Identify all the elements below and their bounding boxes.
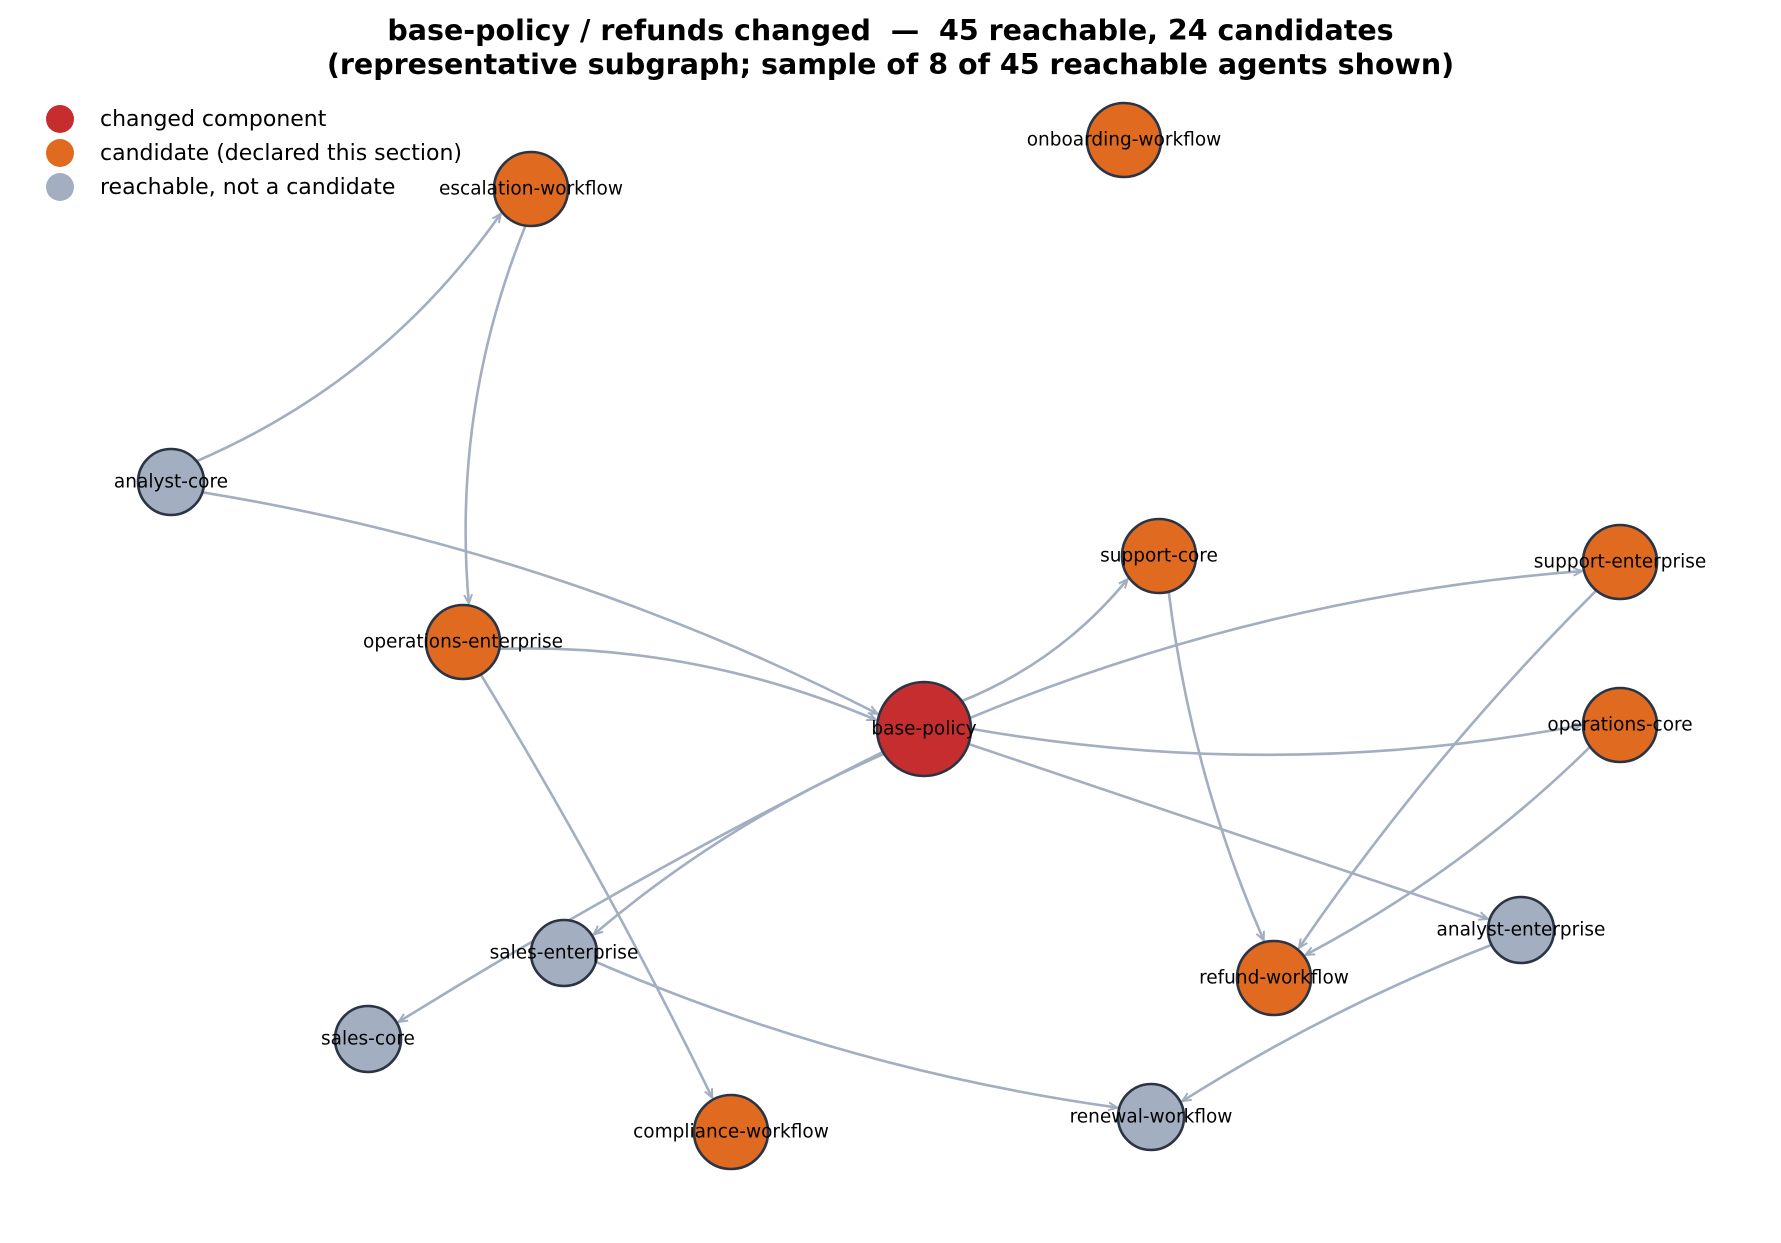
node-label-analyst-core: analyst-core [114, 472, 228, 493]
edge-operations-enterprise-to-compliance-workflow [479, 673, 714, 1097]
node-circle-onboarding-workflow [1085, 101, 1163, 179]
node-circle-operations-core [1581, 686, 1659, 764]
node-layer: base-policy onboarding-workflow escalation… [114, 101, 1707, 1171]
edge-escalation-workflow-to-operations-enterprise [466, 225, 527, 604]
node-operations-enterprise[interactable]: operations-enterprise [363, 603, 563, 681]
node-label-base-policy: base-policy [871, 719, 976, 740]
node-circle-sales-enterprise [529, 918, 599, 988]
node-label-onboarding-workflow: onboarding-workflow [1027, 130, 1222, 151]
node-operations-core[interactable]: operations-core [1547, 686, 1693, 764]
edge-base-policy-to-sales-core [399, 750, 884, 1022]
node-circle-analyst-core [136, 447, 206, 517]
node-base-policy[interactable]: base-policy [871, 680, 977, 778]
node-sales-core[interactable]: sales-core [321, 1004, 415, 1074]
edge-operations-core-to-refund-workflow [1305, 745, 1592, 955]
edge-layer [196, 214, 1598, 1108]
legend-label-changed: changed component [100, 106, 327, 132]
edge-support-enterprise-to-refund-workflow [1299, 589, 1598, 948]
node-circle-base-policy [875, 680, 973, 778]
node-circle-sales-core [333, 1004, 403, 1074]
node-analyst-enterprise[interactable]: analyst-enterprise [1437, 895, 1606, 965]
node-circle-refund-workflow [1235, 939, 1313, 1017]
node-compliance-workflow[interactable]: compliance-workflow [633, 1093, 829, 1171]
edge-base-policy-to-support-core [961, 579, 1128, 703]
node-label-renewal-workflow: renewal-workflow [1070, 1107, 1233, 1128]
node-circle-support-core [1120, 517, 1198, 595]
node-support-core[interactable]: support-core [1100, 517, 1218, 595]
edge-operations-enterprise-to-base-policy [499, 647, 875, 722]
edge-base-policy-to-analyst-enterprise [968, 742, 1488, 919]
node-label-sales-enterprise: sales-enterprise [490, 943, 639, 964]
node-circle-support-enterprise [1581, 523, 1659, 601]
node-escalation-workflow[interactable]: escalation-workflow [439, 150, 623, 228]
legend-item-reachable: reachable, not a candidate [46, 170, 462, 204]
node-label-operations-enterprise: operations-enterprise [363, 632, 563, 653]
node-label-compliance-workflow: compliance-workflow [633, 1122, 829, 1143]
diagram-title: base-policy / refunds changed — 45 reach… [0, 14, 1781, 82]
node-support-enterprise[interactable]: support-enterprise [1534, 523, 1707, 601]
node-label-analyst-enterprise: analyst-enterprise [1437, 920, 1606, 941]
edge-analyst-core-to-escalation-workflow [196, 214, 501, 463]
node-label-support-core: support-core [1100, 546, 1218, 567]
node-sales-enterprise[interactable]: sales-enterprise [490, 918, 639, 988]
node-label-sales-core: sales-core [321, 1029, 415, 1050]
node-renewal-workflow[interactable]: renewal-workflow [1070, 1082, 1233, 1152]
edge-sales-enterprise-to-renewal-workflow [595, 960, 1118, 1108]
node-label-escalation-workflow: escalation-workflow [439, 179, 623, 200]
legend-item-candidate: candidate (declared this section) [46, 136, 462, 170]
node-circle-compliance-workflow [692, 1093, 770, 1171]
node-label-refund-workflow: refund-workflow [1199, 968, 1349, 989]
edge-base-policy-to-support-enterprise [969, 571, 1582, 720]
node-label-operations-core: operations-core [1547, 715, 1692, 736]
legend-marker-changed [46, 105, 74, 133]
edge-analyst-core-to-base-policy [202, 491, 877, 715]
node-circle-operations-enterprise [424, 603, 502, 681]
node-refund-workflow[interactable]: refund-workflow [1199, 939, 1349, 1017]
edge-base-policy-to-operations-core [970, 725, 1581, 757]
legend-label-reachable: reachable, not a candidate [100, 174, 396, 200]
title-line-2: (representative subgraph; sample of 8 of… [326, 48, 1455, 81]
edge-base-policy-to-sales-enterprise [594, 752, 885, 935]
node-label-support-enterprise: support-enterprise [1534, 552, 1707, 573]
edge-support-core-to-refund-workflow [1167, 591, 1265, 941]
node-circle-escalation-workflow [492, 150, 570, 228]
legend-marker-reachable [46, 173, 74, 201]
legend-marker-candidate [46, 139, 74, 167]
node-onboarding-workflow[interactable]: onboarding-workflow [1027, 101, 1222, 179]
node-circle-renewal-workflow [1116, 1082, 1186, 1152]
legend-item-changed: changed component [46, 102, 462, 136]
title-line-1: base-policy / refunds changed — 45 reach… [387, 14, 1394, 47]
edge-analyst-enterprise-to-renewal-workflow [1182, 943, 1493, 1101]
node-circle-analyst-enterprise [1486, 895, 1556, 965]
node-analyst-core[interactable]: analyst-core [114, 447, 228, 517]
legend-label-candidate: candidate (declared this section) [100, 140, 462, 166]
legend: changed component candidate (declared th… [46, 102, 462, 204]
